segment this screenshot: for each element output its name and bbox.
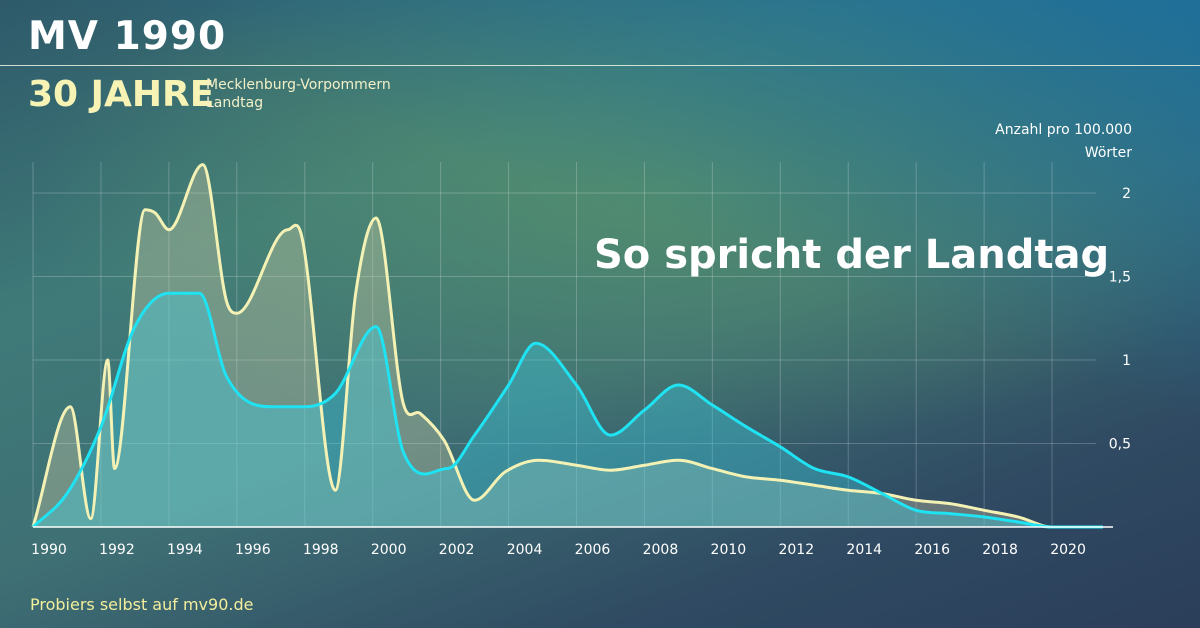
subtitle: 30 JAHRE — [28, 74, 215, 115]
y-tick-label: 1 — [1122, 353, 1131, 369]
series-line-yellow — [31, 163, 1103, 529]
page-title: MV 1990 — [28, 14, 227, 59]
x-tick-label: 2010 — [711, 542, 747, 558]
x-tick-label: 2008 — [643, 542, 679, 558]
footer-link-text[interactable]: Probiers selbst auf mv90.de — [30, 595, 254, 614]
y-axis-unit-line-1: Anzahl pro 100.000 — [995, 122, 1132, 138]
y-axis-unit-line-2: Wörter — [1084, 145, 1132, 161]
x-tick-label: 2006 — [575, 542, 611, 558]
organization-line-2: Landtag — [206, 95, 264, 111]
x-tick-label: 2004 — [507, 542, 543, 558]
x-tick-label: 2012 — [778, 542, 814, 558]
x-tick-label: 2000 — [371, 542, 407, 558]
x-tick-label: 1990 — [31, 542, 67, 558]
x-tick-label: 1992 — [99, 542, 135, 558]
y-tick-label: 0,5 — [1109, 437, 1131, 453]
series-area-cyan — [33, 293, 1103, 527]
organization-line-1: Mecklenburg-Vorpommern — [206, 77, 391, 93]
y-tick-label: 2 — [1122, 186, 1131, 202]
x-tick-label: 2016 — [914, 542, 950, 558]
organization-label: Mecklenburg-Vorpommern Landtag — [206, 76, 391, 112]
x-tick-label: 1994 — [167, 542, 203, 558]
series-line-cyan — [31, 291, 1103, 529]
y-tick-label: 1,5 — [1109, 270, 1131, 286]
y-axis-unit-label: Anzahl pro 100.000 Wörter — [995, 119, 1132, 165]
x-tick-label: 2020 — [1050, 542, 1086, 558]
series-area-yellow — [33, 164, 1103, 528]
header-divider — [0, 65, 1200, 66]
x-tick-label: 1996 — [235, 542, 271, 558]
x-tick-label: 2018 — [982, 542, 1018, 558]
chart-headline: So spricht der Landtag — [594, 232, 1110, 278]
x-tick-label: 1998 — [303, 542, 339, 558]
x-tick-label: 2002 — [439, 542, 475, 558]
x-tick-label: 2014 — [846, 542, 882, 558]
